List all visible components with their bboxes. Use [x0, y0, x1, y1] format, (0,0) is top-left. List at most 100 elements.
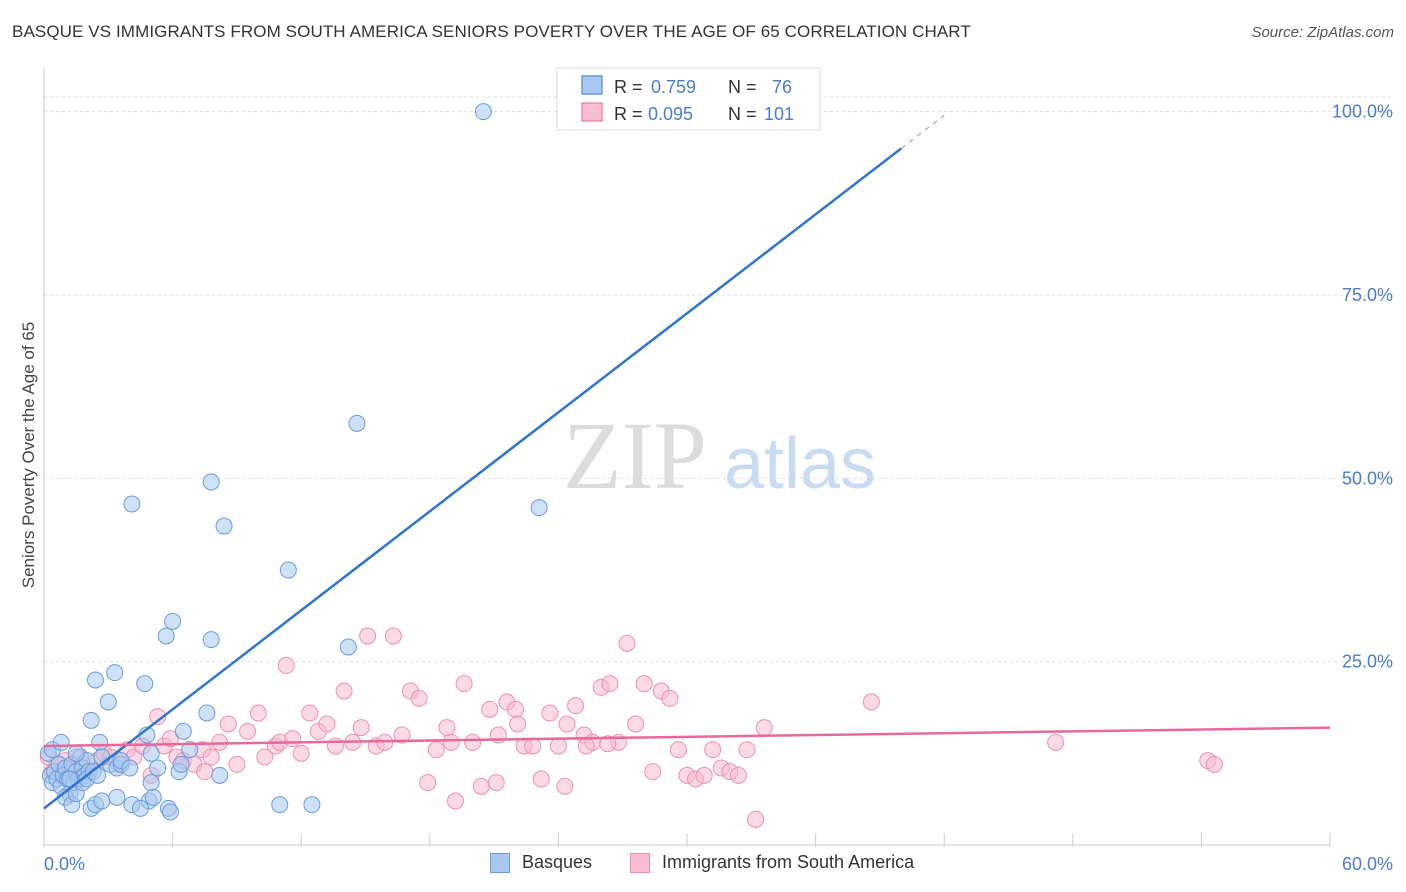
y-tick-label-1: 50.0% — [1342, 468, 1393, 488]
immigrants-point-30 — [256, 748, 274, 766]
basques-point-53 — [131, 799, 149, 817]
immigrants-point-34 — [284, 730, 302, 748]
immigrants-point-78 — [661, 689, 679, 707]
grid-lines — [44, 96, 1390, 663]
immigrants-point-88 — [747, 810, 765, 828]
immigrants-point-56 — [472, 777, 490, 795]
basques-point-24 — [93, 792, 111, 810]
basques-point-63 — [271, 796, 289, 814]
immigrants-point-83 — [704, 741, 722, 759]
immigrants-point-26 — [219, 715, 237, 733]
immigrants-point-43 — [359, 627, 377, 645]
immigrants-point-82 — [695, 766, 713, 784]
basques-point-55 — [211, 766, 229, 784]
basques-point-47 — [202, 631, 220, 649]
immigrants-point-74 — [627, 715, 645, 733]
legend-swatch-basques — [581, 75, 603, 95]
legend-n-label-2: N = — [728, 104, 757, 124]
immigrants-point-100 — [196, 763, 214, 781]
immigrants-point-60 — [507, 700, 525, 718]
basques-point-34 — [136, 675, 154, 693]
x-tick-label-0: 0.0% — [44, 854, 85, 874]
basques-point-29 — [89, 766, 107, 784]
basques-point-50 — [144, 788, 162, 806]
immigrants-point-47 — [393, 726, 411, 744]
basques-point-56 — [123, 495, 141, 513]
immigrants-point-33 — [277, 656, 295, 674]
immigrants-point-55 — [464, 733, 482, 751]
basques-point-61 — [348, 414, 366, 432]
basques-point-41 — [149, 759, 167, 777]
legend-r-value-2: 0.095 — [648, 104, 693, 124]
basques-point-65 — [108, 788, 126, 806]
immigrants-point-87 — [738, 741, 756, 759]
y-tick-label-0: 25.0% — [1342, 652, 1393, 672]
series-immigrants-points — [39, 627, 1223, 828]
basques-point-40 — [142, 744, 160, 762]
source-label: Source: ZipAtlas.com — [1251, 24, 1394, 41]
immigrants-point-46 — [384, 627, 402, 645]
legend-swatch-immigrants-bottom — [630, 852, 650, 873]
immigrants-point-36 — [301, 704, 319, 722]
immigrants-point-95 — [862, 693, 880, 711]
immigrants-point-98 — [1205, 755, 1223, 773]
trend-line-immigrants — [43, 726, 1331, 748]
immigrants-point-50 — [419, 774, 437, 792]
immigrants-point-71 — [601, 675, 619, 693]
legend-label-basques: Basques — [522, 852, 593, 872]
immigrants-point-76 — [644, 763, 662, 781]
immigrants-point-49 — [410, 689, 428, 707]
immigrants-point-99 — [442, 733, 460, 751]
immigrants-point-39 — [326, 737, 344, 755]
basques-point-30 — [82, 711, 100, 729]
series-basques-points — [39, 103, 548, 821]
immigrants-point-65 — [549, 737, 567, 755]
y-axis-label: Seniors Poverty Over the Age of 65 — [19, 322, 38, 588]
basques-point-52 — [161, 803, 179, 821]
immigrants-point-35 — [292, 744, 310, 762]
basques-point-75 — [474, 103, 492, 121]
immigrants-point-19 — [161, 730, 179, 748]
legend-item-basques: Basques — [490, 852, 592, 873]
legend-n-value-2: 101 — [764, 104, 794, 124]
immigrants-point-29 — [249, 704, 267, 722]
watermark: ZIP atlas — [563, 402, 876, 509]
basques-point-62 — [530, 499, 548, 517]
legend-label-immigrants: Immigrants from South America — [662, 852, 915, 872]
basques-point-72 — [172, 755, 190, 773]
legend-n-value-1: 76 — [772, 77, 792, 97]
immigrants-point-89 — [755, 719, 773, 737]
chart-title: BASQUE VS IMMIGRANTS FROM SOUTH AMERICA … — [12, 22, 971, 41]
basques-point-31 — [86, 671, 104, 689]
immigrants-point-94 — [487, 774, 505, 792]
legend-swatch-basques-bottom — [490, 852, 510, 873]
immigrants-point-86 — [729, 766, 747, 784]
basques-point-71 — [121, 759, 139, 777]
trend-line-basques — [43, 147, 903, 810]
basques-point-32 — [106, 664, 124, 682]
basques-point-54 — [198, 704, 216, 722]
immigrants-point-66 — [558, 715, 576, 733]
immigrants-point-54 — [455, 675, 473, 693]
immigrants-point-64 — [541, 704, 559, 722]
immigrants-point-73 — [618, 634, 636, 652]
basques-point-45 — [157, 627, 175, 645]
legend-bottom: Basques Immigrants from South America — [0, 852, 1406, 878]
immigrants-point-90 — [577, 737, 595, 755]
tick-labels: 25.0% 50.0% 75.0% 100.0% 0.0% 60.0% — [44, 102, 1393, 874]
immigrants-point-62 — [524, 737, 542, 755]
trend-line-basques-extension — [900, 114, 945, 149]
watermark-zip: ZIP — [563, 402, 707, 509]
immigrants-point-38 — [318, 715, 336, 733]
basques-point-46 — [164, 612, 182, 630]
immigrants-point-17 — [149, 708, 167, 726]
immigrants-point-57 — [481, 700, 499, 718]
immigrants-point-67 — [567, 697, 585, 715]
basques-point-64 — [303, 796, 321, 814]
basques-point-59 — [279, 561, 297, 579]
immigrants-point-79 — [669, 741, 687, 759]
immigrants-point-53 — [447, 792, 465, 810]
immigrants-point-93 — [509, 715, 527, 733]
basques-point-57 — [202, 473, 220, 491]
